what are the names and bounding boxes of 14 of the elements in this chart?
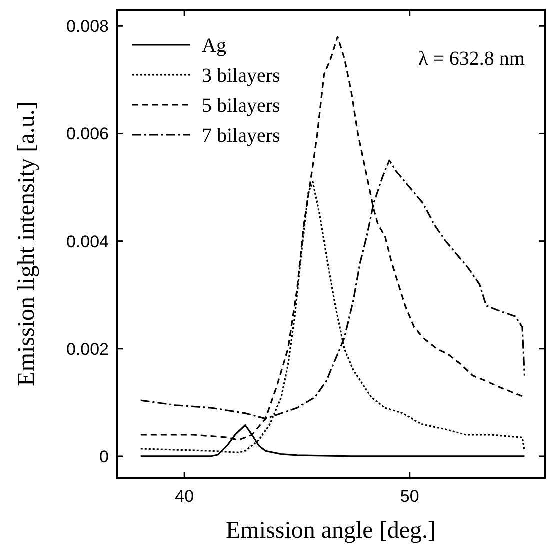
legend-label: Ag — [202, 35, 226, 57]
y-tick-label: 0.002 — [66, 340, 109, 359]
y-tick-label: 0.006 — [66, 124, 109, 144]
x-axis-title: Emission angle [deg.] — [226, 518, 436, 544]
y-tick-label: 0 — [100, 447, 109, 466]
y-tick-label: 0.008 — [66, 17, 109, 36]
y-tick-label: 0.004 — [66, 232, 109, 252]
x-tick-label: 50 — [400, 487, 420, 506]
y-axis-title: Emission light intensity [a.u.] — [14, 102, 40, 386]
legend-label: 7 bilayers — [202, 125, 281, 147]
legend-label: 5 bilayers — [202, 95, 281, 117]
x-tick-label: 40 — [175, 487, 194, 506]
annotation: λ = 632.8 nm — [418, 48, 526, 70]
legend-label: 3 bilayers — [202, 65, 281, 87]
